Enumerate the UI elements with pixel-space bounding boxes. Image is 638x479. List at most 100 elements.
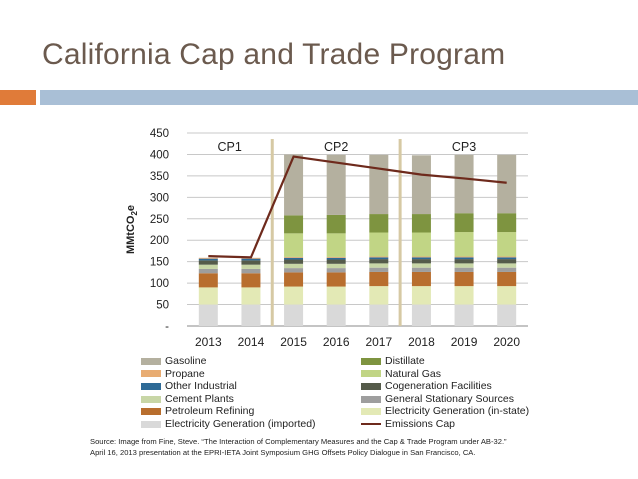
bar-segment-cement-plants-2015 [284, 263, 304, 269]
legend-item: Electricity Generation (imported) [141, 418, 316, 430]
bar-segment-petroleum-refining-2020 [497, 271, 517, 287]
source-line-2: April 16, 2013 presentation at the EPRI-… [90, 448, 476, 457]
bar-segment-electricity-generation-imported--2019 [454, 304, 474, 326]
legend-swatch [361, 408, 381, 416]
bar-segment-distillate-2020 [497, 213, 517, 233]
legend-item: Propane [141, 368, 205, 380]
bar-segment-distillate-2017 [369, 214, 389, 233]
y-tick-label: - [165, 321, 169, 333]
legend-label: Cement Plants [165, 392, 234, 405]
accent-bar-orange [0, 90, 36, 105]
bar-segment-propane-2019 [454, 256, 474, 258]
source-line-1: Source: Image from Fine, Steve. “The Int… [90, 437, 507, 446]
legend-swatch [141, 395, 161, 403]
bar-segment-cement-plants-2014 [241, 264, 261, 269]
legend-swatch [361, 357, 381, 365]
bar-segment-gasoline-2016 [326, 154, 346, 215]
legend-swatch [141, 420, 161, 428]
legend-label: Electricity Generation (imported) [165, 418, 316, 430]
bar-segment-general-stationary-sources-2015 [284, 268, 304, 273]
bar-segment-cement-plants-2013 [198, 264, 218, 269]
bar-segment-electricity-generation-imported--2017 [369, 304, 389, 326]
period-label-cp3: CP3 [452, 140, 476, 154]
bar-segment-cogeneration-facilities-2016 [326, 259, 346, 264]
bar-segment-electricity-generation-in-state--2014 [241, 287, 261, 305]
bar-segment-cogeneration-facilities-2013 [198, 260, 218, 265]
bar-segment-cement-plants-2018 [411, 263, 431, 268]
bar-segment-general-stationary-sources-2016 [326, 268, 346, 273]
bar-segment-natural-gas-2020 [497, 232, 517, 257]
bar-segment-electricity-generation-in-state--2020 [497, 286, 517, 305]
bar-segment-electricity-generation-in-state--2013 [198, 287, 218, 305]
y-tick-label: 150 [150, 257, 169, 269]
legend-swatch [361, 423, 381, 426]
bar-segment-cement-plants-2019 [454, 263, 474, 268]
slide-title: California Cap and Trade Program [42, 38, 506, 71]
bar-segment-gasoline-2018 [411, 155, 431, 215]
bar-segment-electricity-generation-imported--2013 [198, 304, 218, 326]
y-axis-label: MMtCO2e [125, 205, 139, 254]
x-tick-label: 2015 [280, 335, 307, 349]
bar-segment-petroleum-refining-2014 [241, 273, 261, 288]
legend-swatch [141, 382, 161, 390]
y-tick-label: 250 [150, 214, 169, 226]
legend-swatch [361, 382, 381, 390]
bar-segment-electricity-generation-imported--2015 [284, 304, 304, 326]
y-tick-label: 400 [150, 149, 169, 161]
legend-label: General Stationary Sources [385, 392, 514, 405]
y-tick-label: 50 [156, 300, 169, 312]
bar-segment-propane-2020 [497, 256, 517, 258]
accent-bar-blue [40, 90, 638, 105]
x-tick-label: 2014 [238, 335, 265, 349]
bar-segment-propane-2018 [411, 256, 431, 258]
bar-segment-cement-plants-2020 [497, 263, 517, 268]
bar-segment-other-industrial-2016 [326, 257, 346, 260]
bar-segment-cogeneration-facilities-2020 [497, 259, 517, 264]
legend-label: Electricity Generation (in-state) [385, 405, 530, 418]
bar-segment-general-stationary-sources-2014 [241, 268, 261, 274]
bar-segment-other-industrial-2018 [411, 257, 431, 260]
bar-segment-natural-gas-2016 [326, 233, 346, 257]
bar-segment-electricity-generation-imported--2016 [326, 304, 346, 326]
legend-label: Other Industrial [165, 380, 237, 393]
legend-item: Emissions Cap [361, 418, 455, 430]
period-label-cp2: CP2 [324, 140, 348, 154]
bar-segment-cement-plants-2017 [369, 263, 389, 268]
bar-segment-general-stationary-sources-2019 [454, 267, 474, 272]
legend-label: Natural Gas [385, 367, 442, 380]
bar-segment-electricity-generation-imported--2020 [497, 304, 517, 326]
legend-label: Cogeneration Facilities [385, 380, 492, 393]
bar-segment-general-stationary-sources-2020 [497, 267, 517, 272]
bar-segment-distillate-2015 [284, 215, 304, 234]
bar-segment-distillate-2018 [411, 214, 431, 233]
bar-segment-general-stationary-sources-2017 [369, 267, 389, 272]
bar-segment-petroleum-refining-2019 [454, 271, 474, 287]
bar-segment-general-stationary-sources-2013 [198, 268, 218, 274]
period-divider [398, 139, 402, 326]
legend-label: Petroleum Refining [165, 405, 255, 418]
bar-segment-electricity-generation-in-state--2016 [326, 286, 346, 305]
bar-segment-electricity-generation-imported--2018 [411, 304, 431, 326]
legend-label: Propane [165, 367, 205, 380]
bar-segment-gasoline-2017 [369, 154, 389, 215]
bar-segment-petroleum-refining-2018 [411, 271, 431, 287]
bar-segment-natural-gas-2019 [454, 232, 474, 257]
bar-segment-natural-gas-2015 [284, 233, 304, 257]
bar-segment-electricity-generation-in-state--2019 [454, 286, 474, 305]
legend-swatch [141, 357, 161, 365]
x-tick-label: 2016 [323, 335, 350, 349]
x-tick-label: 2018 [408, 335, 435, 349]
legend-swatch [361, 395, 381, 403]
bar-segment-general-stationary-sources-2018 [411, 267, 431, 272]
bar-segment-cogeneration-facilities-2014 [241, 260, 261, 265]
y-tick-label: 100 [150, 278, 169, 290]
y-tick-label: 300 [150, 192, 169, 204]
bar-segment-other-industrial-2019 [454, 257, 474, 260]
bar-segment-natural-gas-2018 [411, 232, 431, 257]
legend-item: Other Industrial [141, 380, 237, 392]
bar-segment-natural-gas-2017 [369, 232, 389, 257]
legend-item: Cogeneration Facilities [361, 380, 492, 392]
bar-segment-cogeneration-facilities-2019 [454, 259, 474, 264]
legend-item: Electricity Generation (in-state) [361, 405, 529, 417]
